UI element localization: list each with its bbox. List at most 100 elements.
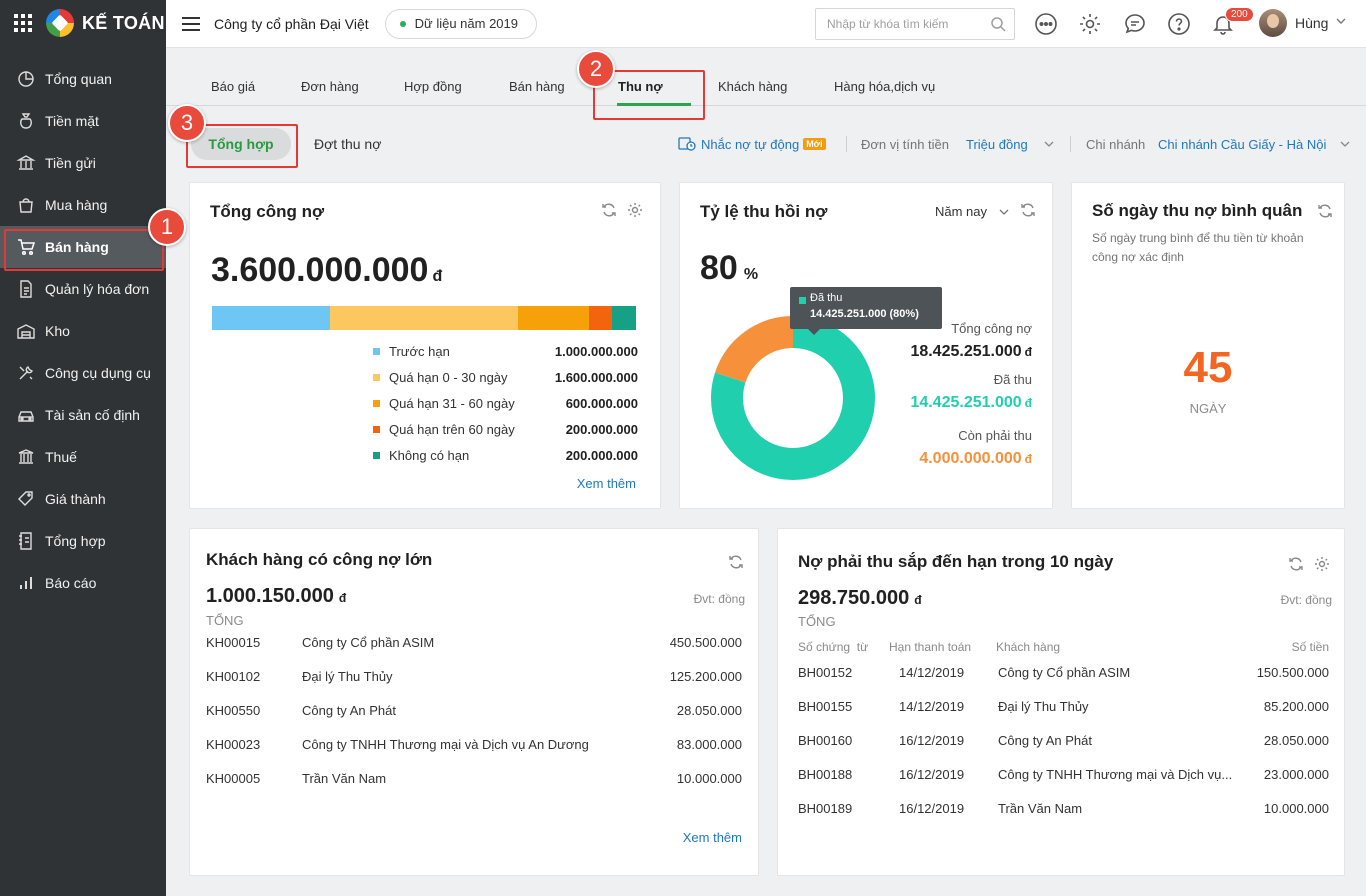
tab-hang-hoa-dich-vu[interactable]: Hàng hóa,dịch vụ [834,79,936,94]
currency-unit-select[interactable]: Triệu đồng [966,137,1028,152]
company-name[interactable]: Công ty cổ phần Đại Việt [214,15,369,32]
legend-value: 1.600.000.000 [554,369,638,385]
refresh-icon[interactable] [600,201,618,219]
table-row[interactable]: KH00550 Công ty An Phát 28.050.000 [206,703,742,723]
card-description: Số ngày trung bình để thu tiền từ khoản … [1092,231,1304,264]
customer-name: Công ty An Phát [998,733,1092,748]
sidebar-item-ban-hang[interactable]: Bán hàng [0,226,166,268]
sidebar-item-thue[interactable]: Thuế [0,436,166,478]
tab-hop-dong[interactable]: Hợp đồng [404,79,462,94]
table-row[interactable]: BH00155 14/12/2019 Đại lý Thu Thủy 85.200.0… [798,699,1329,719]
view-more-link[interactable]: Xem thêm [576,476,636,491]
document-number[interactable]: BH00189 [798,801,853,816]
avg-days-value: 45 [1183,343,1233,392]
due-date: 14/12/2019 [899,665,965,680]
sidebar-item-kho[interactable]: Kho [0,310,166,352]
refresh-icon[interactable] [727,553,745,571]
sidebar-item-tien-mat[interactable]: Tiền mặt [0,100,166,142]
new-badge: Mới [803,138,826,150]
help-icon[interactable] [1167,12,1191,36]
subtab-summary[interactable]: Tổng hợp [191,128,291,160]
sidebar-item-tien-gui[interactable]: Tiền gửi [0,142,166,184]
sidebar-item-tong-quan[interactable]: Tổng quan [0,58,166,100]
document-number[interactable]: BH00188 [798,767,853,782]
tab-ban-hang[interactable]: Bán hàng [509,79,565,94]
user-name[interactable]: Hùng [1295,15,1329,31]
table-row[interactable]: BH00189 16/12/2019 Trần Văn Nam 10.000.000 [798,801,1329,821]
document-number[interactable]: BH00160 [798,733,853,748]
refresh-icon[interactable] [1019,201,1037,219]
document-number[interactable]: BH00152 [798,665,853,680]
tab-bao-gia[interactable]: Báo giá [211,79,256,94]
tooltip-value: 14.425.251.000 (80%) [810,308,919,320]
avatar[interactable] [1259,9,1287,37]
sidebar-item-cong-cu-dung-cu[interactable]: Công cụ dụng cụ [0,352,166,394]
apps-grid-icon[interactable] [14,14,32,32]
legend-row: Quá hạn 0 - 30 ngày 1.600.000.000 [373,367,638,387]
sidebar-item-mua-hang[interactable]: Mua hàng [0,184,166,226]
legend-label: Trước hạn [389,343,450,359]
customer-name: Công ty TNHH Thương mại và Dịch vụ An Dư… [302,737,589,752]
column-header-doc[interactable]: Số chứng từ [798,640,869,654]
tab-thu-no[interactable]: Thu nợ [618,79,663,94]
sidebar-item-bao-cao[interactable]: Báo cáo [0,562,166,604]
period-select[interactable]: Năm nay [935,204,988,219]
document-number[interactable]: BH00155 [798,699,853,714]
legend-swatch [373,373,380,381]
column-header-customer[interactable]: Khách hàng [996,640,1061,654]
gear-icon[interactable] [1078,12,1102,36]
donut-slice-remaining[interactable] [711,316,875,480]
tax-building-icon [18,449,34,464]
legend-row: Không có hạn 200.000.000 [373,445,638,465]
legend-label: Quá hạn 0 - 30 ngày [389,369,508,385]
subtab-debt-batches[interactable]: Đợt thu nợ [314,136,382,152]
year-selector[interactable]: Dữ liệu năm 2019 [384,8,537,39]
column-header-due[interactable]: Hạn thanh toán [889,640,972,654]
menu-icon[interactable] [182,16,200,31]
chevron-down-icon[interactable] [999,209,1009,216]
gear-icon[interactable] [626,201,644,219]
auto-remind-link[interactable]: Nhắc nợ tự động Mới [678,136,826,152]
sidebar-item-gia-thanh[interactable]: Giá thành [0,478,166,520]
customer-name: Công ty An Phát [302,703,396,718]
module-tabs: Báo giá Đơn hàng Hợp đồng Bán hàng Thu n… [166,48,1366,106]
sidebar-item-tai-san-co-dinh[interactable]: Tài sản cố định [0,394,166,436]
chevron-down-icon[interactable] [1340,141,1350,148]
view-more-link[interactable]: Xem thêm [682,830,742,845]
chevron-down-icon[interactable] [1336,18,1346,25]
refresh-icon[interactable] [1316,202,1334,220]
search-icon[interactable] [990,16,1006,32]
tab-khach-hang[interactable]: Khách hàng [718,79,788,94]
total-label: TỔNG [206,613,244,628]
debt-amount: 10.000.000 [676,771,742,786]
legend-value: 1.000.000.000 [554,343,638,359]
legend-row: Trước hạn 1.000.000.000 [373,341,638,361]
table-row[interactable]: KH00023 Công ty TNHH Thương mại và Dịch v… [206,737,742,757]
table-row[interactable]: KH00015 Công ty Cổ phần ASIM 450.500.000 [206,635,742,655]
chat-icon[interactable] [1123,12,1147,36]
amount: 10.000.000 [1263,801,1329,816]
table-row[interactable]: BH00188 16/12/2019 Công ty TNHH Thương mại… [798,767,1329,787]
branch-select[interactable]: Chi nhánh Cầu Giấy - Hà Nội [1158,137,1327,152]
table-row[interactable]: BH00160 16/12/2019 Công ty An Phát 28.050.0… [798,733,1329,753]
gear-icon[interactable] [1313,555,1331,573]
tools-icon [19,366,33,380]
more-icon[interactable] [1034,12,1058,36]
legend-swatch [799,297,806,304]
table-row[interactable]: KH00102 Đại lý Thu Thủy 125.200.000 [206,669,742,689]
sidebar-item-quan-ly-hoa-don[interactable]: Quản lý hóa đơn [0,268,166,310]
column-header-amount[interactable]: Số tiền [1291,640,1329,654]
refresh-icon[interactable] [1287,555,1305,573]
table-row[interactable]: BH00152 14/12/2019 Công ty Cổ phần ASIM 150… [798,665,1329,685]
search-placeholder: Nhập từ khóa tìm kiếm [827,17,949,31]
sidebar-item-label: Mua hàng [45,197,108,213]
sidebar-item-tong-hop[interactable]: Tổng hợp [0,520,166,562]
sidebar: KẾ TOÁN Tổng quan Tiền mặt Tiền gửi Mua … [0,0,166,896]
recovery-rate-card: Tỷ lệ thu hồi nợ Năm nay 80% Đã thu 14.4… [679,182,1053,509]
search-input[interactable]: Nhập từ khóa tìm kiếm [815,8,1015,40]
step-badge-1: 1 [148,208,186,246]
active-tab-indicator [617,103,691,106]
chevron-down-icon[interactable] [1044,141,1054,148]
tab-don-hang[interactable]: Đơn hàng [301,79,359,94]
table-row[interactable]: KH00005 Trần Văn Nam 10.000.000 [206,771,742,791]
